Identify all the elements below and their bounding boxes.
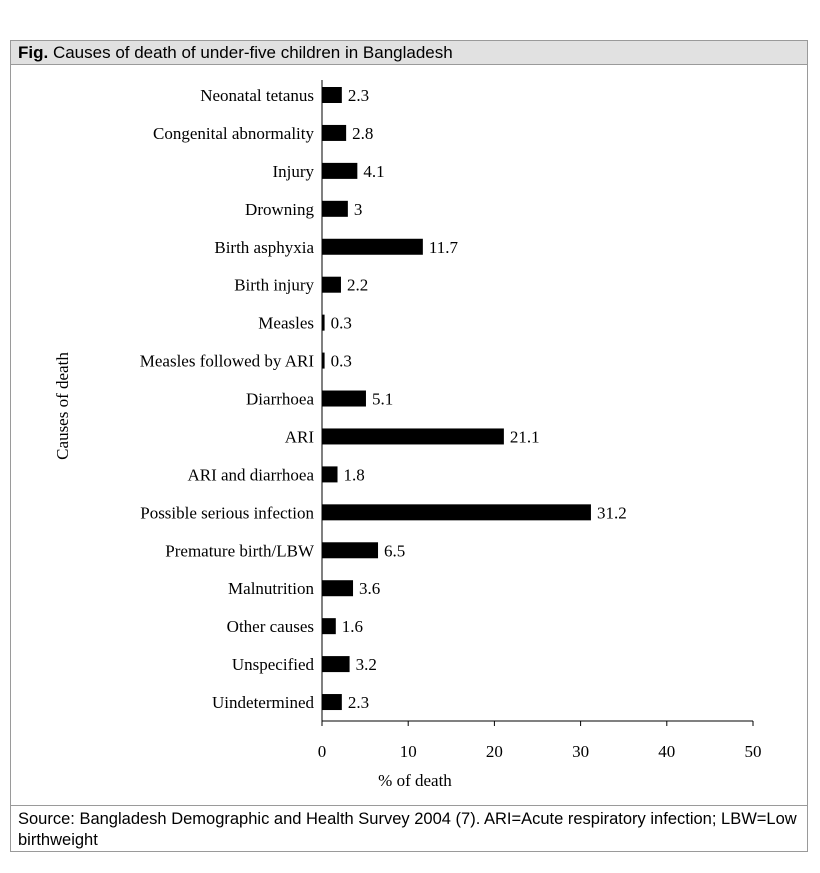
category-label: Malnutrition	[228, 579, 314, 598]
category-label: Possible serious infection	[140, 503, 314, 522]
bar-value-label: 2.2	[347, 276, 368, 295]
bar	[322, 656, 350, 673]
category-label: Unspecified	[232, 655, 315, 674]
bar	[322, 238, 423, 255]
bar	[322, 162, 358, 179]
category-label: Measles followed by ARI	[140, 352, 315, 371]
bar-value-label: 6.5	[384, 541, 405, 560]
x-tick-label: 0	[318, 742, 327, 761]
x-tick-label: 30	[572, 742, 589, 761]
category-label: Congenital abnormality	[153, 124, 314, 143]
figure-frame: Fig. Causes of death of under-five child…	[10, 40, 808, 852]
bar	[322, 390, 366, 407]
bar	[322, 466, 338, 483]
category-label: Premature birth/LBW	[165, 541, 315, 560]
x-tick-label: 40	[658, 742, 675, 761]
x-ticks-layer: 0 10 20 30 40 50	[318, 721, 762, 761]
figure-source: Source: Bangladesh Demographic and Healt…	[11, 805, 807, 851]
x-tick-label: 10	[400, 742, 417, 761]
bar	[322, 618, 336, 635]
bar-value-label: 3.6	[359, 579, 380, 598]
category-label: Measles	[258, 314, 314, 333]
bar	[322, 352, 325, 369]
bar-value-label: 31.2	[597, 503, 627, 522]
bar	[322, 124, 347, 141]
bar	[322, 694, 342, 711]
bar-value-label: 3.2	[356, 655, 377, 674]
x-tick-label: 20	[486, 742, 503, 761]
category-label: Diarrhoea	[246, 390, 314, 409]
x-tick-label: 50	[745, 742, 762, 761]
category-label: Drowning	[245, 200, 314, 219]
y-axis-label: Causes of death	[53, 352, 72, 460]
bar-value-label: 3	[354, 200, 363, 219]
category-label: ARI and diarrhoea	[187, 465, 314, 484]
bar-value-label: 21.1	[510, 427, 540, 446]
category-label: Birth injury	[234, 276, 314, 295]
category-label: Uindetermined	[212, 693, 314, 712]
bar-value-label: 0.3	[331, 314, 352, 333]
bar	[322, 580, 354, 597]
figure-header: Fig. Causes of death of under-five child…	[11, 41, 807, 65]
figure-label: Fig.	[18, 43, 49, 62]
bar	[322, 314, 325, 331]
bar	[322, 542, 379, 559]
bar	[322, 428, 504, 445]
bar-value-label: 2.3	[348, 693, 369, 712]
bar	[322, 200, 348, 217]
bar-value-label: 4.1	[363, 162, 384, 181]
bar	[322, 504, 591, 521]
category-label: Injury	[272, 162, 314, 181]
bar	[322, 87, 342, 103]
bar-value-label: 2.8	[352, 124, 373, 143]
figure-title: Causes of death of under-five children i…	[52, 43, 453, 62]
x-axis-label: % of death	[378, 771, 452, 790]
bars-layer: Neonatal tetanus 2.3 Congenital abnormalit…	[140, 86, 627, 712]
bar-value-label: 1.8	[344, 465, 365, 484]
bar-value-label: 1.6	[342, 617, 363, 636]
category-label: Birth asphyxia	[214, 238, 314, 257]
category-label: Neonatal tetanus	[200, 86, 314, 105]
category-label: ARI	[285, 427, 315, 446]
bar	[322, 276, 341, 293]
bar-value-label: 11.7	[429, 238, 459, 257]
bar-value-label: 5.1	[372, 390, 393, 409]
bar-value-label: 2.3	[348, 86, 369, 105]
category-label: Other causes	[227, 617, 314, 636]
bar-value-label: 0.3	[331, 352, 352, 371]
